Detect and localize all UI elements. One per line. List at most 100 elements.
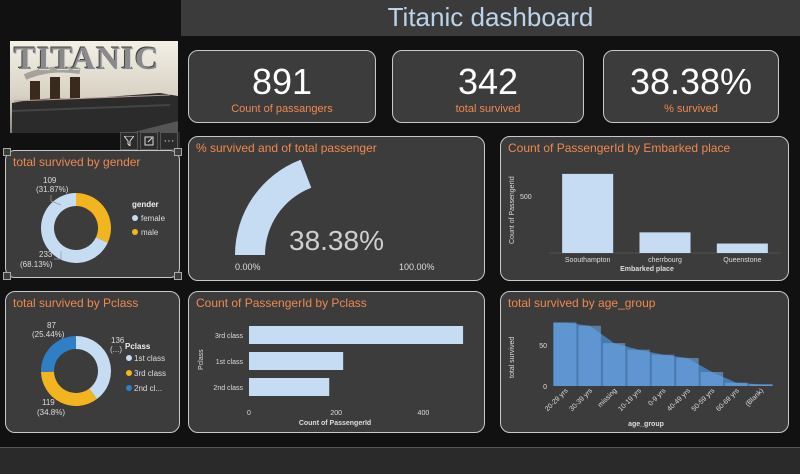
bar-soouthampton[interactable] — [562, 173, 614, 253]
column-4[interactable] — [651, 354, 675, 386]
filter-icon[interactable] — [120, 132, 138, 150]
kpi-label: Count of passangers — [231, 103, 333, 115]
bar-3rd-class[interactable] — [249, 326, 464, 344]
chart-card-age-group[interactable]: total survived by age_group 0 50 20-29 yrs… — [500, 291, 789, 433]
legend-item[interactable]: 1st class — [134, 354, 165, 363]
y-tick-label: 50 — [539, 343, 547, 350]
y-tick-label: 3rd class — [215, 333, 244, 340]
focus-mode-icon[interactable] — [140, 132, 158, 150]
logo-ship-image — [10, 41, 178, 133]
title-bar: Titanic dashboard — [181, 0, 800, 36]
legend-item[interactable]: female — [141, 214, 166, 223]
legend-item[interactable]: 2nd cl... — [134, 384, 162, 393]
x-tick-label: missing — [597, 387, 619, 409]
chart-title: Count of PassengerId by Pclass — [196, 296, 367, 310]
gauge-chart: 38.38% 0.00% 100.00% — [235, 153, 439, 272]
legend-swatch — [126, 370, 132, 376]
kpi-card-passengers[interactable]: 891 Count of passangers — [188, 50, 376, 123]
chart-card-pclass-count[interactable]: Count of PassengerId by Pclass 3rd class… — [188, 291, 485, 433]
legend-swatch — [126, 355, 132, 361]
data-label: (68.13%) — [20, 260, 53, 269]
chart-card-gauge[interactable]: % survived and of total passenger 38.38%… — [188, 136, 485, 281]
chart-card-pclass[interactable]: total survived by Pclass 87 (25.44%) 136… — [5, 291, 180, 433]
bar-1st-class[interactable] — [249, 352, 344, 370]
kpi-card-survived[interactable]: 342 total survived — [392, 50, 584, 123]
selection-handle[interactable] — [174, 272, 182, 280]
pclass-count-bar-chart: 3rd class 1st class 2nd class 0 200 400 Pclas… — [198, 326, 464, 427]
legend-item[interactable]: 3rd class — [134, 369, 166, 378]
chart-title: total survived by gender — [13, 155, 141, 169]
x-tick-label: 60-69 yrs — [715, 387, 741, 413]
kpi-label: % survived — [664, 103, 718, 115]
legend-swatch — [132, 229, 138, 235]
y-axis-label: Pclass — [198, 349, 205, 370]
column-0[interactable] — [554, 322, 577, 386]
data-label: 87 — [47, 321, 56, 330]
column-3[interactable] — [627, 349, 650, 386]
data-label: 109 — [43, 176, 57, 185]
x-tick-label: cherrbourg — [648, 257, 682, 264]
x-axis-label: Count of PassengerId — [299, 420, 371, 427]
data-label: (31.87%) — [36, 185, 69, 194]
kpi-value: 342 — [457, 61, 519, 102]
column-2[interactable] — [602, 343, 626, 386]
pclass-donut: 87 (25.44%) 136 (...) 119 (34.8%) Pclass… — [32, 321, 166, 417]
column-1[interactable] — [578, 325, 601, 386]
x-tick-label: Queenstone — [723, 257, 761, 264]
bar-queenstone[interactable] — [716, 243, 768, 253]
donut-slice-2nd-cl-[interactable] — [41, 336, 76, 372]
gauge-fill — [235, 159, 312, 255]
gauge-min-label: 0.00% — [235, 262, 261, 272]
donut-slice-male[interactable] — [76, 193, 111, 243]
y-tick-label: 0 — [543, 384, 547, 391]
data-label: (25.44%) — [32, 330, 65, 339]
column-7[interactable] — [725, 382, 748, 386]
selection-handle[interactable] — [3, 272, 11, 280]
y-tick-label: 1st class — [216, 359, 244, 366]
embarked-bar-chart: Soouthampton cherrbourg Queenstone 500 Cou… — [509, 173, 781, 273]
y-tick-label: 2nd class — [213, 385, 243, 392]
x-tick-label: 30-39 yrs — [568, 387, 594, 413]
chart-title: total survived by age_group — [508, 296, 656, 310]
column-8[interactable] — [749, 384, 772, 386]
kpi-card-percent-survived[interactable]: 38.38% % survived — [603, 50, 779, 123]
gauge-max-label: 100.00% — [399, 262, 435, 272]
column-6[interactable] — [700, 371, 724, 386]
donut-slice-1st-class[interactable] — [76, 336, 111, 400]
page-title: Titanic dashboard — [387, 2, 594, 32]
selection-handle[interactable] — [3, 148, 11, 156]
legend-title: gender — [132, 200, 159, 209]
donut-slice-3rd-class[interactable] — [41, 371, 97, 406]
chart-title: total survived by Pclass — [13, 296, 139, 310]
more-options-icon[interactable]: ··· — [160, 132, 178, 150]
data-label: (...) — [110, 345, 122, 354]
logo-text: TITANIC — [14, 41, 160, 77]
legend-swatch — [132, 215, 138, 221]
selection-handle[interactable] — [174, 148, 182, 156]
legend-item[interactable]: male — [141, 228, 159, 237]
legend-title: Pclass — [125, 342, 151, 351]
x-tick-label: 50-59 yrs — [691, 387, 717, 413]
column-5[interactable] — [676, 357, 699, 386]
chart-card-gender[interactable]: total survived by gender 109 (31.87%) 23… — [3, 148, 182, 280]
gender-donut: 109 (31.87%) 233 (68.13%) gender female … — [20, 176, 166, 269]
y-axis-label: Count of PassengerId — [509, 176, 516, 244]
chart-card-embarked[interactable]: Count of PassengerId by Embarked place S… — [500, 136, 789, 281]
data-label: 233 — [39, 250, 53, 259]
bar-2nd-class[interactable] — [249, 378, 330, 396]
x-tick-label: 20-29 yrs — [544, 387, 570, 413]
visual-toolbar: ··· — [120, 132, 180, 150]
donut-slice-female[interactable] — [41, 193, 108, 263]
kpi-label: total survived — [455, 103, 521, 115]
data-label: 119 — [42, 398, 55, 407]
status-footer — [0, 447, 800, 474]
data-label: 136 — [111, 336, 125, 345]
x-tick-label: 40-49 yrs — [666, 387, 692, 413]
bar-cherrbourg[interactable] — [639, 232, 691, 253]
chart-title: % survived and of total passenger — [196, 141, 377, 155]
x-tick-label: (Blank) — [745, 387, 766, 408]
x-tick-label: Soouthampton — [565, 257, 611, 264]
data-label: (34.8%) — [37, 408, 65, 417]
x-tick-label: 0 — [247, 410, 251, 417]
